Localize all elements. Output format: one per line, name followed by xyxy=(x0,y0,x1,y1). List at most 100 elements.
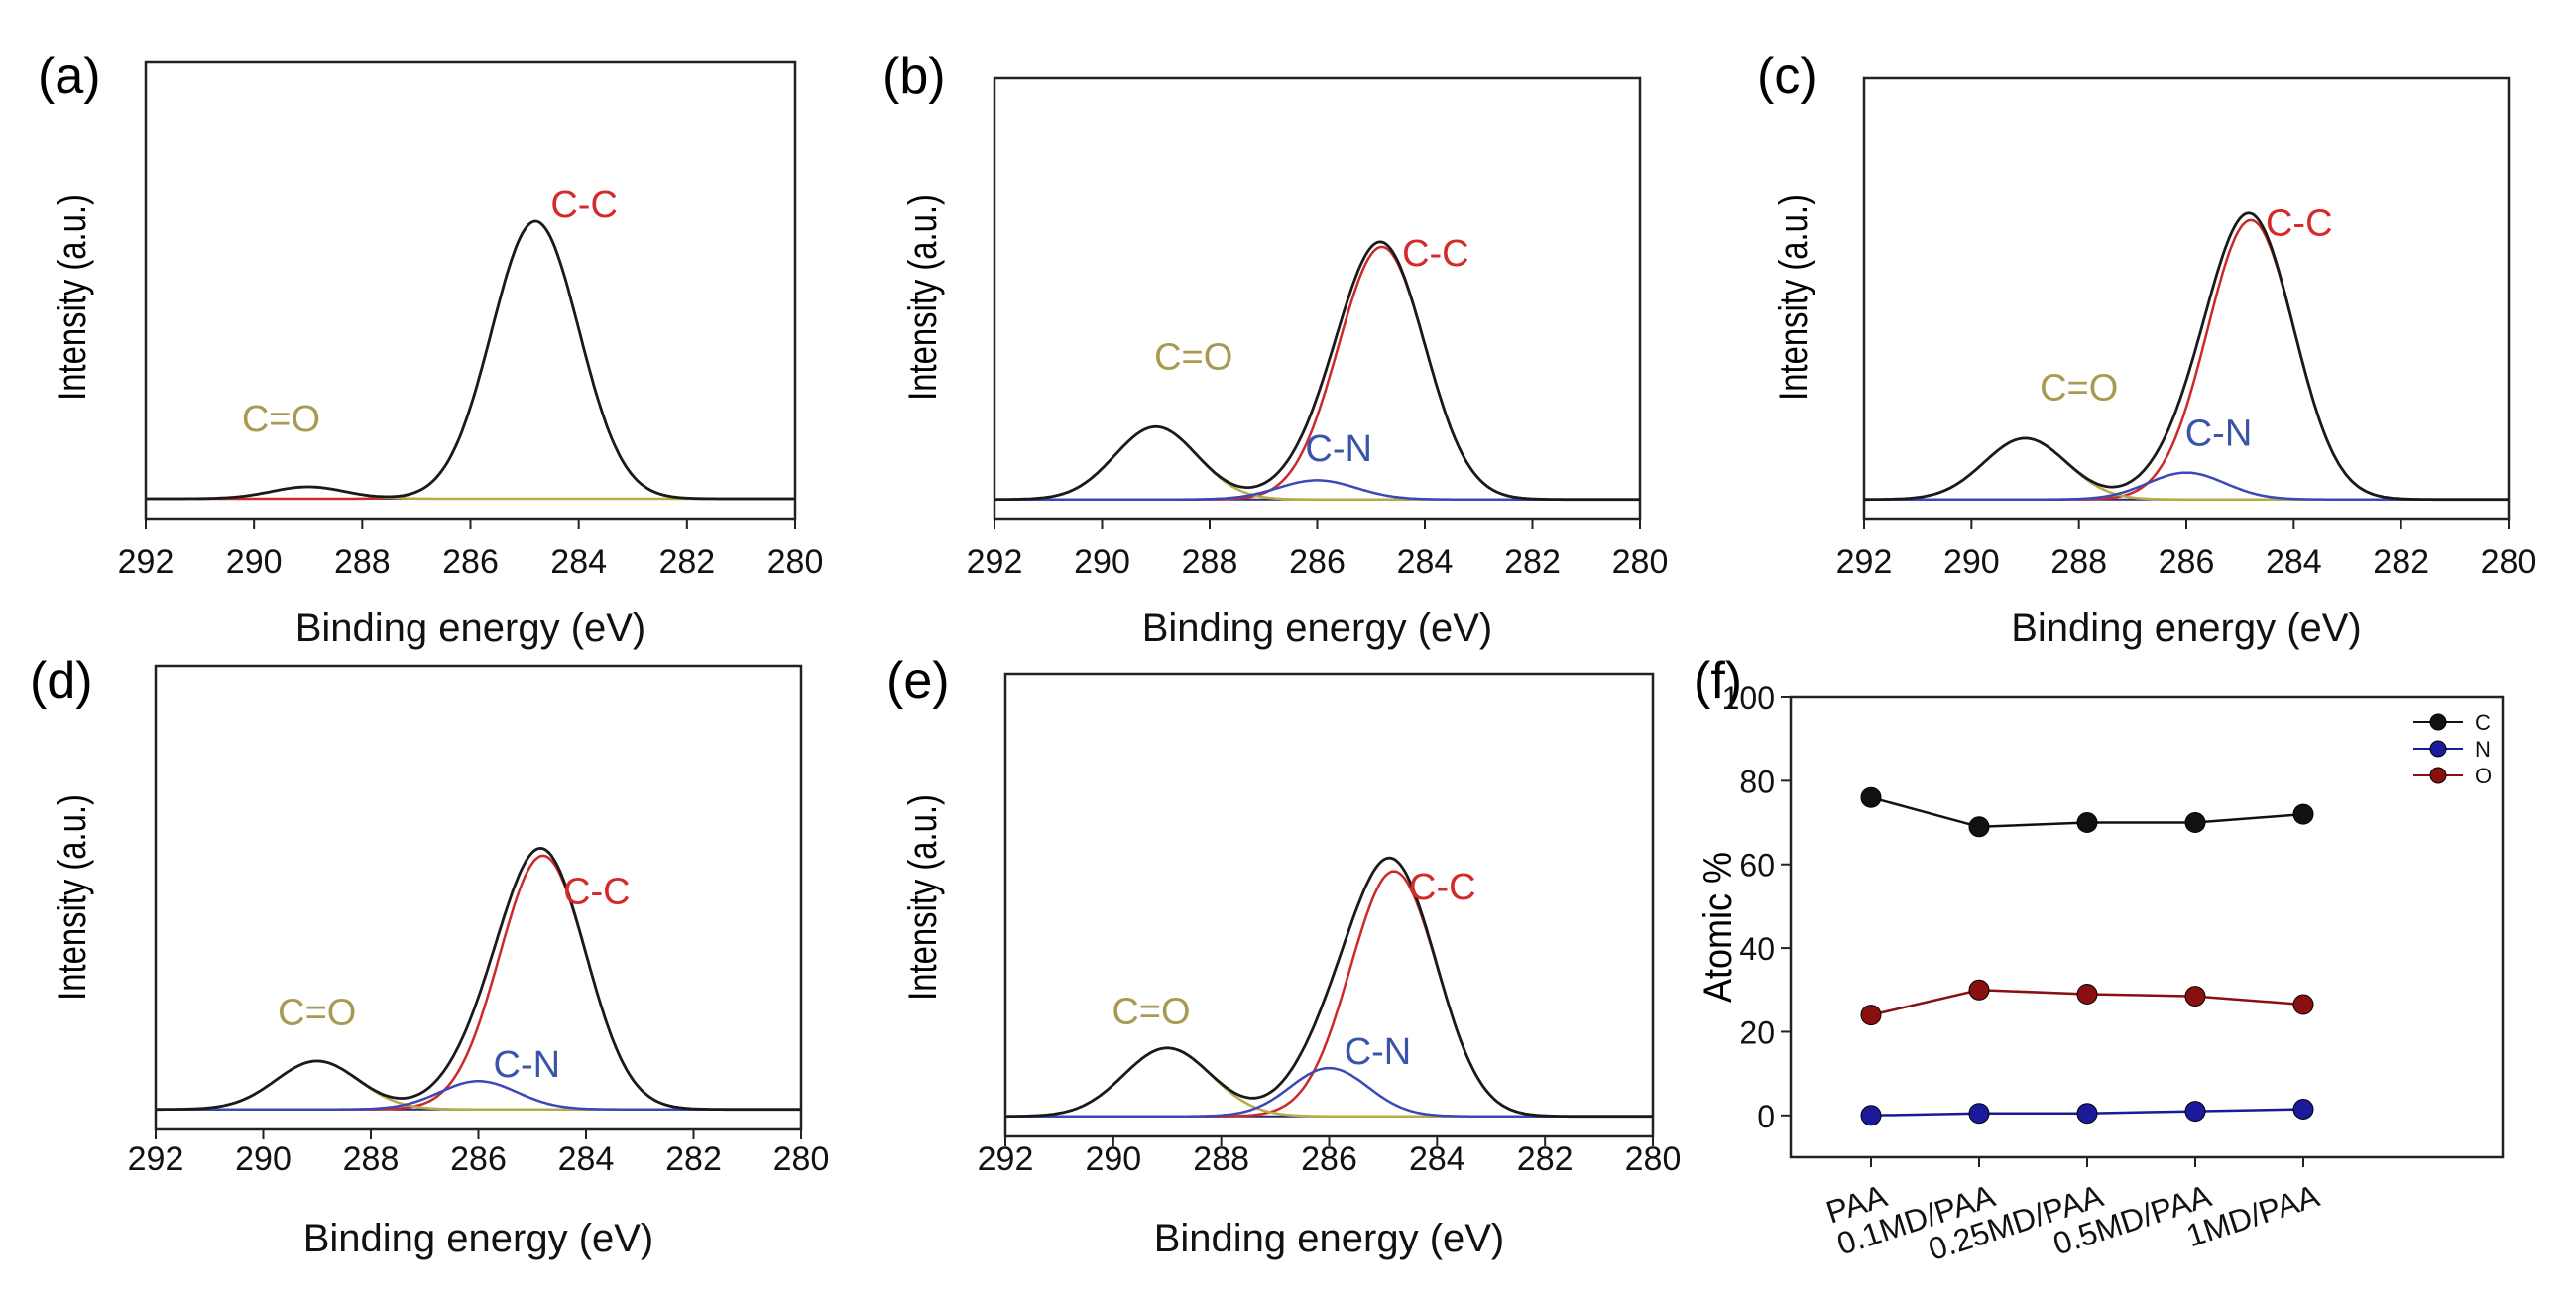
x-tick-label: 288 xyxy=(1193,1140,1249,1178)
x-tick-label: 290 xyxy=(1943,543,2000,581)
peak-ceqo-line xyxy=(1005,1046,1653,1118)
peak-label-co: C=O xyxy=(2040,367,2118,409)
series-n-point xyxy=(2184,1101,2206,1123)
x-tick-label: 290 xyxy=(235,1140,292,1178)
peak-label-co: C=O xyxy=(278,992,356,1033)
panel-a: (a) Intensity (a.u.) 292 290 288 286 284 282 280… xyxy=(38,48,823,650)
series-n-point xyxy=(1968,1103,1990,1125)
x-tick-label: 282 xyxy=(2373,543,2429,581)
envelope-line xyxy=(146,219,795,501)
x-tick-label: 280 xyxy=(1625,1140,1682,1178)
envelope-line xyxy=(1005,856,1653,1119)
y-tick-label: 0 xyxy=(1757,1099,1775,1134)
series-o-point xyxy=(1968,979,1990,1001)
y-axis-label: Intensity (a.u.) xyxy=(900,194,945,401)
x-tick-label: 284 xyxy=(2266,543,2322,581)
x-tick-label: 282 xyxy=(1517,1140,1574,1178)
x-tick-label: 282 xyxy=(1504,543,1561,581)
peak-label-cc: C-C xyxy=(550,184,618,226)
x-tick-label: 286 xyxy=(1289,543,1346,581)
x-tick-label: 284 xyxy=(1409,1140,1465,1178)
x-tick-label: 280 xyxy=(1612,543,1669,581)
legend-marker xyxy=(2429,767,2447,784)
x-axis-label: Binding energy (eV) xyxy=(295,606,646,650)
x-axis-label: Binding energy (eV) xyxy=(1154,1217,1505,1260)
legend-marker xyxy=(2429,740,2447,758)
x-tick-label: 292 xyxy=(128,1140,184,1178)
x-tick-label: 290 xyxy=(1074,543,1130,581)
x-tick-label: 280 xyxy=(767,543,824,581)
peak-c-c-line xyxy=(1005,870,1653,1118)
peak-label-co: C=O xyxy=(242,399,320,440)
series-o-point xyxy=(2076,984,2098,1005)
peak-label-cn: C-N xyxy=(1345,1031,1412,1073)
panel-label: (a) xyxy=(38,48,101,105)
peak-label-co: C=O xyxy=(1112,992,1190,1033)
x-tick-label: 286 xyxy=(2159,543,2215,581)
panel-label: (d) xyxy=(30,652,93,710)
y-axis-label: Intensity (a.u.) xyxy=(50,194,94,401)
x-tick-label: 290 xyxy=(226,543,283,581)
series-o-point xyxy=(1860,1005,1882,1026)
x-tick-label: 288 xyxy=(343,1140,400,1178)
x-axis-label: Binding energy (eV) xyxy=(303,1217,654,1260)
peak-label-cc: C-C xyxy=(563,872,631,913)
legend-marker xyxy=(2429,713,2447,731)
y-tick-label: 20 xyxy=(1739,1014,1775,1050)
peak-c-c-line xyxy=(1864,218,2509,501)
series-n-point xyxy=(2076,1103,2098,1125)
peak-c-n-line xyxy=(1864,471,2509,501)
peak-label-cn: C-N xyxy=(2185,414,2253,455)
y-tick-label: 100 xyxy=(1722,680,1775,716)
panel-b: (b) Intensity (a.u.) 292 290 288 286 284 282 280… xyxy=(882,48,1668,650)
x-tick-label: 288 xyxy=(1182,543,1238,581)
envelope-line xyxy=(1864,211,2509,502)
x-tick-label: 292 xyxy=(118,543,175,581)
peak-label-co: C=O xyxy=(1154,336,1232,378)
panel-label: (b) xyxy=(882,48,946,105)
series-c-point xyxy=(1968,816,1990,838)
plot-frame xyxy=(154,664,803,1131)
x-tick-label: 280 xyxy=(773,1140,830,1178)
y-tick-label: 60 xyxy=(1739,848,1775,884)
peak-label-cc: C-C xyxy=(2266,202,2333,244)
y-tick-label: 40 xyxy=(1739,931,1775,967)
peak-ceqo-line xyxy=(156,1059,801,1111)
panel-f: (f)Atomic %020406080100PAA0.1MD/PAA0.25M… xyxy=(1694,652,2505,1267)
x-tick-label: 286 xyxy=(450,1140,507,1178)
legend-label: C xyxy=(2475,710,2491,735)
y-axis-label: Intensity (a.u.) xyxy=(1771,194,1815,401)
x-tick-label: 284 xyxy=(550,543,607,581)
x-tick-label: 282 xyxy=(665,1140,722,1178)
plot-frame xyxy=(144,60,797,521)
series-o-point xyxy=(2184,986,2206,1007)
panel-label: (e) xyxy=(886,652,950,710)
panel-c: (c) Intensity (a.u.) 292 290 288 286 284 282 280… xyxy=(1757,48,2536,650)
series-c-point xyxy=(2076,812,2098,833)
x-axis-label: Binding energy (eV) xyxy=(1142,606,1493,650)
x-tick-label: 292 xyxy=(967,543,1023,581)
x-tick-label: 286 xyxy=(442,543,499,581)
series-n-point xyxy=(2292,1099,2314,1120)
legend-label: N xyxy=(2475,737,2491,762)
peak-label-cn: C-N xyxy=(1305,428,1372,470)
y-axis-label: Intensity (a.u.) xyxy=(50,794,94,1001)
x-tick-label: 284 xyxy=(558,1140,615,1178)
x-tick-label: 284 xyxy=(1397,543,1454,581)
y-tick-label: 80 xyxy=(1739,764,1775,799)
panel-label: (f) xyxy=(1694,652,1742,710)
x-tick-label: 290 xyxy=(1085,1140,1141,1178)
envelope-line xyxy=(995,240,1640,502)
y-axis-label: Intensity (a.u.) xyxy=(900,794,945,1001)
panel-e: (e) Intensity (a.u.) 292 290 288 286 284 282 280… xyxy=(886,652,1681,1260)
envelope-line xyxy=(156,846,801,1112)
x-tick-label: 288 xyxy=(334,543,391,581)
x-tick-label: 292 xyxy=(978,1140,1034,1178)
peak-c-n-line xyxy=(995,479,1640,501)
panel-d: (d) Intensity (a.u.) 292 290 288 286 284 282 280… xyxy=(30,652,829,1260)
plot-frame xyxy=(1789,695,2505,1159)
y-axis-label: Atomic % xyxy=(1697,852,1740,1003)
legend-label: O xyxy=(2475,764,2492,788)
x-tick-label: 288 xyxy=(2050,543,2107,581)
